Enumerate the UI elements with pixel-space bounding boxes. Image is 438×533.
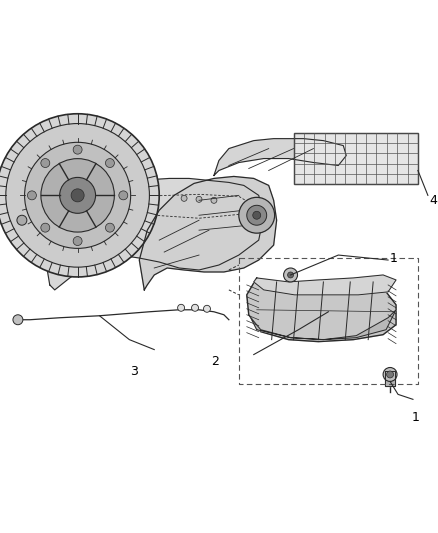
Circle shape: [383, 367, 397, 382]
Polygon shape: [251, 310, 396, 340]
Circle shape: [191, 304, 198, 311]
Circle shape: [178, 304, 184, 311]
Circle shape: [119, 191, 128, 200]
Polygon shape: [293, 133, 418, 184]
Polygon shape: [139, 176, 277, 290]
Polygon shape: [15, 188, 268, 230]
Circle shape: [41, 158, 50, 167]
Text: 1: 1: [412, 411, 420, 424]
Circle shape: [25, 142, 131, 248]
Circle shape: [387, 371, 394, 378]
Circle shape: [13, 315, 23, 325]
Circle shape: [196, 196, 202, 203]
Polygon shape: [247, 278, 396, 342]
Text: 4: 4: [430, 194, 438, 207]
Circle shape: [106, 223, 114, 232]
Circle shape: [211, 197, 217, 203]
Circle shape: [41, 223, 50, 232]
Text: 3: 3: [131, 365, 138, 377]
Polygon shape: [254, 275, 396, 295]
Polygon shape: [45, 179, 264, 290]
Circle shape: [204, 305, 210, 312]
Text: 2: 2: [211, 355, 219, 368]
Circle shape: [0, 114, 159, 277]
Circle shape: [60, 177, 95, 213]
Circle shape: [71, 189, 84, 202]
Circle shape: [247, 205, 267, 225]
Circle shape: [288, 272, 293, 278]
Circle shape: [181, 196, 187, 201]
Circle shape: [283, 268, 297, 282]
Circle shape: [106, 158, 114, 167]
Circle shape: [73, 237, 82, 246]
Text: 1: 1: [390, 252, 398, 264]
Circle shape: [253, 211, 261, 219]
Circle shape: [41, 159, 114, 232]
Circle shape: [239, 197, 275, 233]
Polygon shape: [214, 139, 346, 175]
Circle shape: [28, 191, 36, 200]
Circle shape: [73, 145, 82, 154]
Circle shape: [6, 124, 149, 267]
Polygon shape: [385, 372, 395, 386]
Circle shape: [17, 215, 27, 225]
